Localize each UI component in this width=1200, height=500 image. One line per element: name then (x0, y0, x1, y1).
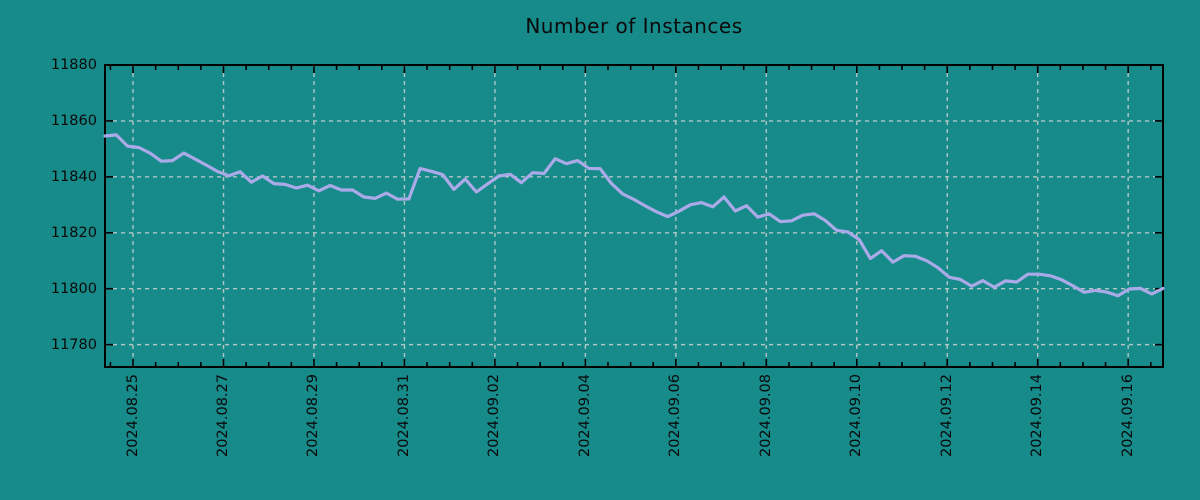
x-tick-label: 2024.08.27 (215, 374, 231, 458)
y-tick-label: 11820 (50, 224, 97, 241)
x-tick-label: 2024.09.16 (1119, 374, 1136, 458)
y-tick-label: 11800 (50, 280, 97, 297)
y-tick-label: 11860 (50, 112, 97, 129)
x-tick-label: 2024.09.04 (576, 374, 593, 458)
plot-border (104, 64, 1164, 368)
y-tick-label: 11880 (50, 57, 97, 73)
x-tick-label: 2024.09.10 (848, 374, 865, 458)
x-tick-label: 2024.08.29 (305, 374, 322, 458)
x-tick-label: 2024.08.25 (124, 374, 141, 458)
data-line (103, 133, 1165, 298)
x-tick-label: 2024.09.12 (938, 374, 955, 458)
y-tick-label: 11840 (50, 168, 97, 185)
y-tick-label: 11780 (50, 336, 97, 353)
x-tick-label: 2024.09.08 (757, 374, 774, 458)
chart-title: Number of Instances (525, 14, 743, 38)
x-tick-label: 2024.08.31 (395, 374, 412, 458)
x-tick-label: 2024.09.02 (486, 374, 503, 458)
x-tick-label: 2024.09.14 (1029, 374, 1046, 458)
x-tick-label: 2024.09.06 (667, 374, 684, 458)
